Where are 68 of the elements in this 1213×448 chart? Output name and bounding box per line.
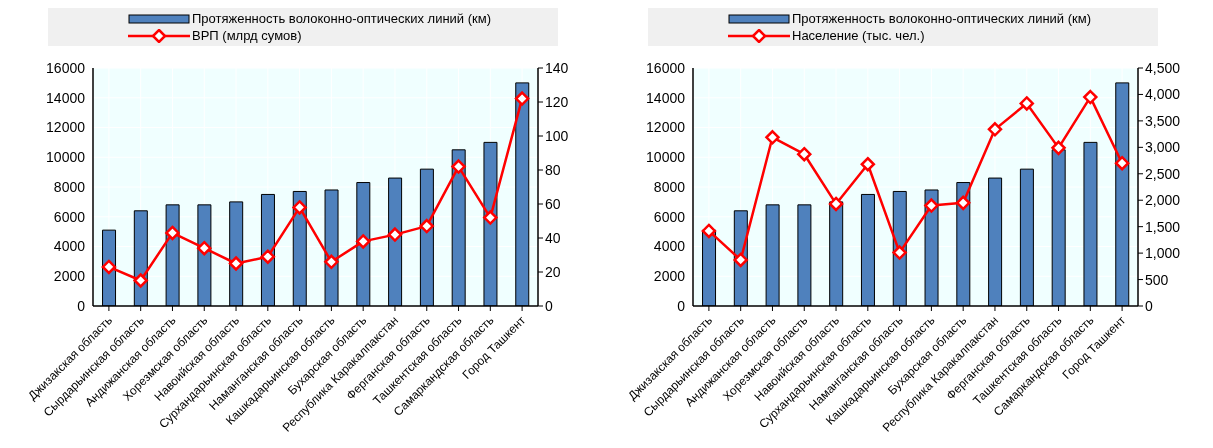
point	[828, 196, 844, 212]
point	[924, 198, 939, 213]
point	[260, 249, 276, 264]
y2-tick-label: 40	[545, 229, 561, 246]
y2-tick-label: 4,500	[1145, 59, 1181, 76]
point	[387, 227, 403, 242]
point	[1083, 89, 1098, 105]
point	[797, 146, 812, 162]
y2-tick-label: 3,000	[1145, 139, 1181, 156]
point	[292, 200, 307, 215]
point	[1114, 155, 1130, 171]
y-tick-label: 4000	[53, 238, 86, 255]
point	[860, 157, 876, 172]
point	[892, 245, 907, 260]
point	[197, 240, 212, 256]
legend-label: Протяженность волоконно-оптических линий (км)	[192, 11, 492, 26]
y2-tick-label: 2,000	[1145, 192, 1181, 209]
point	[1019, 96, 1034, 111]
point	[324, 254, 339, 270]
point	[955, 195, 971, 211]
point	[419, 218, 434, 234]
y2-tick-label: 2,500	[1145, 165, 1181, 182]
y-tick-label: 8000	[653, 178, 686, 195]
y-tick-label: 2000	[53, 268, 86, 285]
y2-tick-label: 500	[1145, 271, 1169, 288]
point	[987, 122, 1003, 137]
y2-tick-label: 0	[1145, 297, 1153, 314]
point	[133, 273, 148, 288]
y-tick-label: 16000	[46, 59, 86, 76]
y2-tick-label: 60	[545, 195, 561, 212]
point	[101, 259, 117, 275]
y-tick-label: 14000	[46, 89, 86, 106]
y-tick-label: 12000	[46, 119, 86, 136]
point	[483, 210, 498, 225]
point	[355, 234, 371, 249]
y-tick-label: 6000	[53, 208, 86, 225]
point	[701, 223, 717, 239]
legend-label: Население (тыс. чел.)	[792, 28, 925, 43]
y-tick-label: 4000	[653, 238, 686, 255]
point	[228, 256, 244, 271]
y-tick-label: 0	[77, 297, 86, 314]
point	[1051, 140, 1066, 156]
y2-tick-label: 4,000	[1145, 86, 1181, 103]
point	[765, 130, 780, 145]
y-tick-label: 6000	[653, 208, 686, 225]
y2-tick-label: 1,000	[1145, 245, 1181, 262]
y2-tick-label: 3,500	[1145, 112, 1181, 129]
y2-tick-label: 120	[545, 93, 569, 110]
y-tick-label: 10000	[46, 149, 86, 166]
y2-tick-label: 0	[545, 297, 553, 314]
point	[514, 91, 530, 106]
y-tick-label: 10000	[646, 149, 686, 166]
y-tick-label: 16000	[646, 59, 686, 76]
y-tick-label: 8000	[53, 178, 86, 195]
y2-tick-label: 100	[545, 127, 569, 144]
point	[451, 159, 466, 174]
y-tick-label: 14000	[646, 89, 686, 106]
point	[165, 225, 180, 241]
point	[733, 252, 748, 268]
y2-tick-label: 140	[545, 59, 569, 76]
y-tick-label: 0	[677, 297, 686, 314]
legend-label: Протяженность волоконно-оптических линий (км)	[792, 11, 1092, 26]
y2-tick-label: 1,500	[1145, 218, 1181, 235]
legend-label: ВРП (млрд сумов)	[192, 28, 302, 43]
y-tick-label: 12000	[646, 119, 686, 136]
y2-tick-label: 80	[545, 161, 561, 178]
y2-tick-label: 20	[545, 263, 561, 280]
y-tick-label: 2000	[653, 268, 686, 285]
